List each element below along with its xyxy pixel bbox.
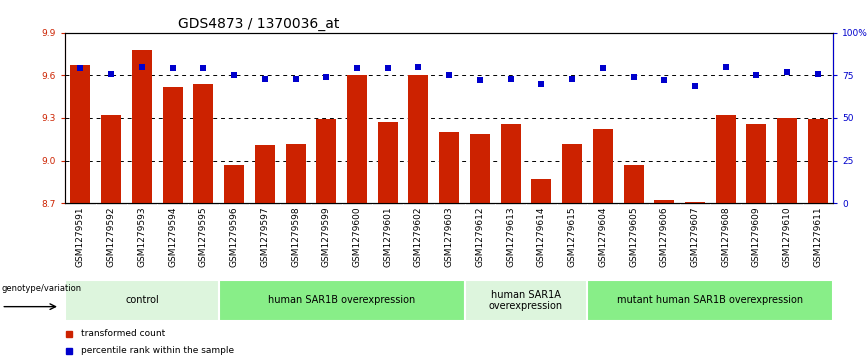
FancyBboxPatch shape (219, 280, 464, 321)
Bar (777, 118, 797, 203)
Bar (409, 76, 429, 203)
FancyBboxPatch shape (588, 280, 833, 321)
Text: GSM1279599: GSM1279599 (322, 207, 331, 268)
Point (811, 71, 825, 77)
Text: percentile rank within the sample: percentile rank within the sample (81, 346, 233, 355)
Point (135, 64, 148, 70)
Text: mutant human SAR1B overexpression: mutant human SAR1B overexpression (617, 295, 804, 305)
Text: GSM1279611: GSM1279611 (813, 207, 822, 268)
Point (319, 74, 333, 80)
Point (381, 66, 395, 72)
Text: genotype/variation: genotype/variation (1, 284, 82, 293)
Text: GSM1279606: GSM1279606 (660, 207, 668, 268)
Bar (746, 124, 766, 203)
Text: GSM1279614: GSM1279614 (537, 207, 546, 267)
Point (166, 66, 180, 72)
Bar (470, 134, 490, 203)
Point (473, 78, 487, 83)
Point (503, 76, 517, 82)
Point (657, 78, 671, 83)
Bar (531, 179, 551, 203)
Text: GSM1279609: GSM1279609 (752, 207, 761, 268)
Bar (224, 165, 244, 203)
FancyBboxPatch shape (65, 280, 219, 321)
Point (74, 66, 88, 72)
Text: GSM1279603: GSM1279603 (444, 207, 454, 268)
Text: GSM1279594: GSM1279594 (168, 207, 177, 267)
Text: GSM1279615: GSM1279615 (568, 207, 576, 268)
Bar (593, 129, 613, 203)
Text: GSM1279607: GSM1279607 (691, 207, 700, 268)
Point (565, 76, 579, 82)
Text: human SAR1B overexpression: human SAR1B overexpression (268, 295, 415, 305)
Text: transformed count: transformed count (81, 329, 165, 338)
Bar (654, 200, 674, 203)
Bar (316, 119, 336, 203)
Text: GSM1279605: GSM1279605 (629, 207, 638, 268)
Point (196, 66, 210, 72)
Text: GSM1279600: GSM1279600 (352, 207, 361, 268)
Text: GSM1279613: GSM1279613 (506, 207, 515, 268)
Point (749, 72, 763, 78)
Text: GSM1279598: GSM1279598 (291, 207, 300, 268)
Text: GSM1279595: GSM1279595 (199, 207, 207, 268)
Text: GSM1279602: GSM1279602 (414, 207, 423, 267)
Bar (70, 65, 90, 203)
Point (535, 81, 549, 87)
Point (688, 83, 702, 89)
Bar (286, 144, 306, 203)
Point (627, 74, 641, 80)
Text: GSM1279592: GSM1279592 (107, 207, 115, 267)
Bar (623, 165, 643, 203)
Point (258, 76, 272, 82)
Text: GSM1279601: GSM1279601 (384, 207, 392, 268)
Point (595, 66, 609, 72)
Point (288, 76, 302, 82)
FancyBboxPatch shape (464, 280, 588, 321)
Bar (685, 202, 705, 203)
Bar (501, 124, 521, 203)
Bar (716, 115, 736, 203)
Bar (378, 122, 398, 203)
Bar (194, 84, 214, 203)
Bar (102, 115, 122, 203)
Bar (562, 144, 582, 203)
Text: GSM1279612: GSM1279612 (476, 207, 484, 267)
Point (104, 71, 118, 77)
Text: GSM1279608: GSM1279608 (721, 207, 730, 268)
Point (227, 72, 241, 78)
Point (411, 64, 425, 70)
Text: GDS4873 / 1370036_at: GDS4873 / 1370036_at (178, 17, 339, 31)
Bar (255, 145, 275, 203)
Point (350, 66, 364, 72)
Text: human SAR1A
overexpression: human SAR1A overexpression (489, 290, 563, 311)
Text: GSM1279597: GSM1279597 (260, 207, 269, 268)
Bar (808, 119, 828, 203)
Text: control: control (125, 295, 159, 305)
Text: GSM1279596: GSM1279596 (230, 207, 239, 268)
Text: GSM1279604: GSM1279604 (598, 207, 608, 267)
Point (442, 72, 456, 78)
Bar (132, 50, 152, 203)
Point (780, 69, 794, 75)
Text: GSM1279591: GSM1279591 (76, 207, 85, 268)
Text: GSM1279593: GSM1279593 (137, 207, 147, 268)
Bar (162, 87, 182, 203)
Text: GSM1279610: GSM1279610 (783, 207, 792, 268)
Bar (347, 76, 367, 203)
Point (719, 64, 733, 70)
Bar (439, 132, 459, 203)
